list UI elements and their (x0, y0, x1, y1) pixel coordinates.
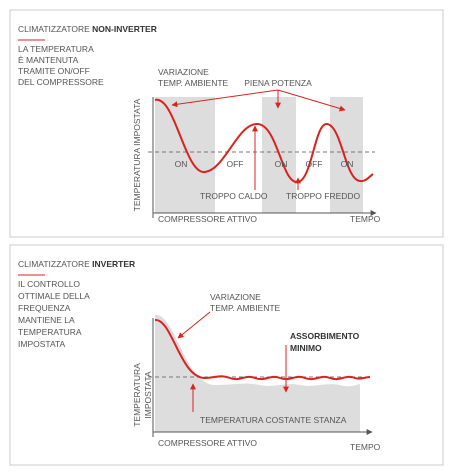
label: TEMPO (350, 214, 381, 224)
label: IMPOSTATA (143, 371, 153, 419)
label: ASSORBIMENTO (290, 331, 360, 341)
label: OFF (306, 159, 323, 169)
label: TEMPO (350, 442, 381, 452)
label: TEMPERATURA (132, 363, 142, 427)
label: DEL COMPRESSORE (18, 77, 104, 87)
label: TEMP. AMBIENTE (158, 78, 229, 88)
label: IL CONTROLLO (18, 279, 80, 289)
label: COMPRESSORE ATTIVO (158, 214, 257, 224)
label: OFF (227, 159, 244, 169)
label: VARIAZIONE (158, 67, 209, 77)
label: TEMP. AMBIENTE (210, 303, 281, 313)
panel-title: CLIMATIZZATORE NON-INVERTER (18, 24, 157, 34)
panel-title: CLIMATIZZATORE INVERTER (18, 259, 135, 269)
label: MINIMO (290, 343, 322, 353)
label: ON (275, 159, 288, 169)
diagram (148, 89, 377, 218)
label: ON (341, 159, 354, 169)
label: ON (175, 159, 188, 169)
label: MANTIENE LA (18, 315, 75, 325)
label: TEMPERATURA COSTANTE STANZA (200, 415, 347, 425)
label: TRAMITE ON/OFF (18, 66, 90, 76)
label: VARIAZIONE (210, 292, 261, 302)
panel (9, 9, 444, 238)
label: PIENA POTENZA (244, 78, 312, 88)
diagram (148, 311, 373, 437)
label: TEMPERATURA (18, 327, 82, 337)
label: TROPPO FREDDO (286, 191, 361, 201)
label: È MANTENUTA (18, 55, 79, 65)
label: TEMPERATURA IMPOSTATA (132, 98, 142, 211)
label: TROPPO CALDO (200, 191, 268, 201)
label: FREQUENZA (18, 303, 71, 313)
label: LA TEMPERATURA (18, 44, 94, 54)
label: IMPOSTATA (18, 339, 66, 349)
label: OTTIMALE DELLA (18, 291, 90, 301)
label: COMPRESSORE ATTIVO (158, 438, 257, 448)
